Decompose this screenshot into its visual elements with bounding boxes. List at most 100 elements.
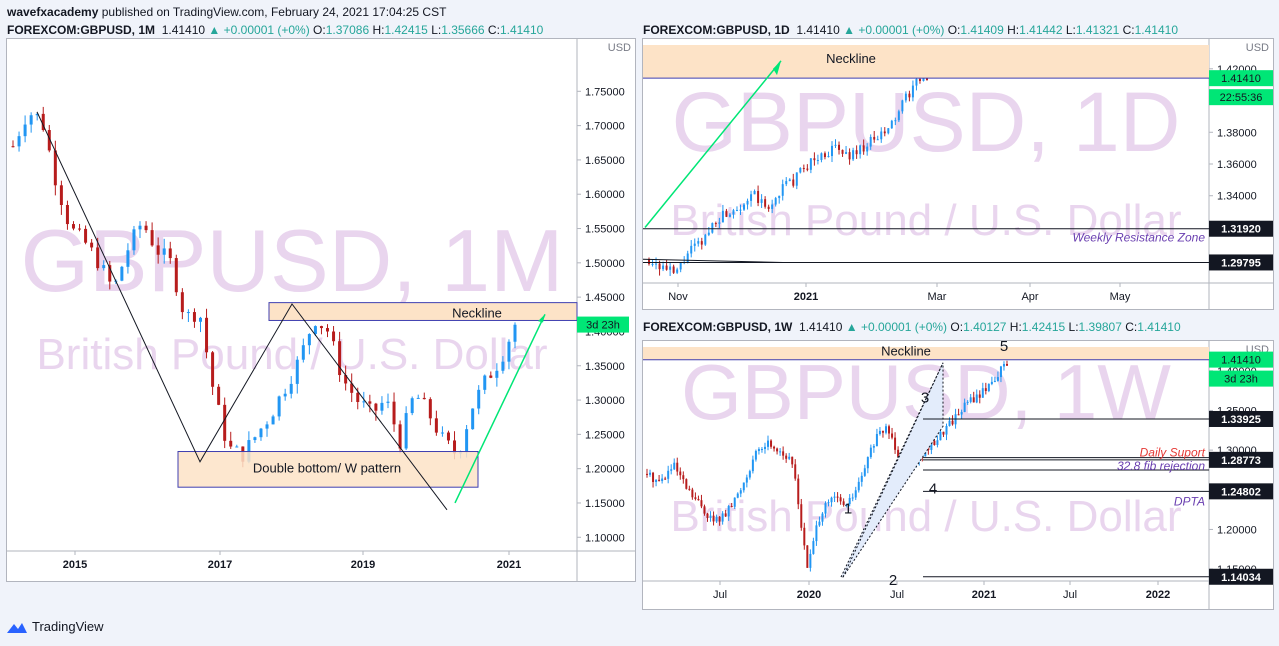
candle-body bbox=[908, 93, 911, 98]
candle-body bbox=[289, 383, 293, 394]
candle-body bbox=[966, 401, 969, 403]
candle-body bbox=[362, 401, 366, 403]
candle-body bbox=[247, 440, 251, 462]
candle-body bbox=[751, 459, 754, 472]
candle-body bbox=[792, 179, 795, 186]
candle-body bbox=[739, 490, 742, 494]
candle-body bbox=[930, 440, 933, 450]
candle-body bbox=[820, 153, 823, 160]
candle-body bbox=[59, 185, 63, 205]
candle-body bbox=[78, 228, 82, 230]
candle-body bbox=[283, 393, 287, 397]
candle-body bbox=[987, 383, 990, 391]
candle-body bbox=[685, 479, 688, 489]
candle-body bbox=[253, 437, 257, 441]
candle-body bbox=[876, 139, 879, 141]
candle-body bbox=[697, 241, 700, 244]
candle-body bbox=[17, 136, 21, 147]
level-tag: 1.24802 bbox=[1221, 486, 1261, 498]
level-tag-bg bbox=[1209, 410, 1273, 427]
price-tick-label: 1.36000 bbox=[1217, 159, 1257, 171]
candle-body bbox=[863, 468, 866, 476]
candle-body bbox=[694, 497, 697, 499]
candle-body bbox=[53, 150, 57, 186]
candle-body bbox=[830, 145, 833, 157]
candle-body bbox=[501, 361, 505, 371]
fib-label: 32.8 fib rejection bbox=[1117, 459, 1205, 473]
candle-body bbox=[824, 503, 827, 514]
watermark-name: British Pound / U.S. Dollar bbox=[670, 492, 1181, 541]
level-tag-bg bbox=[1209, 568, 1273, 585]
candle-body bbox=[836, 496, 839, 498]
candle-body bbox=[794, 464, 797, 479]
candle-body bbox=[477, 389, 481, 409]
candle-body bbox=[673, 462, 676, 470]
weekly-change: +0.00001 (+0%) bbox=[860, 320, 948, 334]
daily-chart-svg[interactable]: GBPUSD, 1D British Pound / U.S. Dollar USD… bbox=[643, 39, 1274, 310]
monthly-chart-panel[interactable]: GBPUSD, 1M British Pound / U.S. Dollar USD… bbox=[6, 38, 636, 582]
candle-body bbox=[198, 317, 202, 322]
candle-body bbox=[788, 456, 791, 459]
candle-body bbox=[897, 111, 900, 121]
watermark-name: British Pound / U.S. Dollar bbox=[36, 330, 547, 379]
candle-body bbox=[265, 424, 269, 429]
price-tick-label: 1.10000 bbox=[585, 532, 625, 544]
candle-body bbox=[11, 146, 15, 148]
candle-body bbox=[96, 247, 100, 269]
candle-body bbox=[827, 502, 830, 504]
level-tag-bg bbox=[1209, 451, 1273, 468]
candle-body bbox=[779, 451, 782, 453]
monthly-chart-svg[interactable]: GBPUSD, 1M British Pound / U.S. Dollar USD… bbox=[7, 39, 636, 582]
candle-body bbox=[888, 426, 891, 434]
daily-chart-panel[interactable]: GBPUSD, 1D British Pound / U.S. Dollar USD… bbox=[642, 38, 1274, 310]
candle-body bbox=[788, 179, 791, 182]
candle-body bbox=[838, 144, 841, 150]
arrow-head-icon bbox=[773, 60, 781, 76]
price-tag-bg bbox=[1209, 351, 1273, 368]
price-tick-label: 1.50000 bbox=[585, 258, 625, 270]
candle-body bbox=[374, 403, 378, 411]
candle-body bbox=[344, 375, 348, 384]
price-tick-label: 1.15000 bbox=[585, 498, 625, 510]
candle-body bbox=[446, 432, 450, 441]
daily-symbol: FOREXCOM:GBPUSD, 1D bbox=[643, 23, 790, 37]
candle-body bbox=[975, 394, 978, 403]
candle-body bbox=[830, 497, 833, 503]
candle-body bbox=[883, 131, 886, 134]
candle-body bbox=[739, 209, 742, 211]
time-tick-label: 2017 bbox=[208, 559, 232, 571]
candle-body bbox=[881, 430, 884, 433]
candle-body bbox=[963, 402, 966, 412]
candle-body bbox=[35, 113, 39, 116]
timer-tag: 3d 23h bbox=[1224, 374, 1258, 386]
candle-body bbox=[440, 432, 444, 434]
candle-body bbox=[295, 359, 299, 384]
candle-body bbox=[646, 473, 648, 475]
candle-body bbox=[661, 478, 664, 482]
candle-body bbox=[65, 204, 69, 225]
candle-body bbox=[693, 243, 696, 246]
candle-body bbox=[313, 326, 317, 335]
level-tag-bg bbox=[1209, 254, 1273, 271]
resistance-label: Weekly Resistance Zone bbox=[1072, 231, 1205, 245]
time-tick-label: 2015 bbox=[63, 559, 87, 571]
price-tick-label: 1.55000 bbox=[585, 224, 625, 236]
daily-open: 1.41409 bbox=[960, 23, 1004, 37]
candle-body bbox=[757, 190, 760, 203]
candle-body bbox=[676, 269, 679, 273]
candle-body bbox=[745, 477, 748, 483]
tradingview-logo[interactable]: TradingView bbox=[6, 619, 104, 634]
candle-body bbox=[410, 398, 414, 414]
weekly-chart-panel[interactable]: GBPUSD, 1W British Pound / U.S. Dollar USD… bbox=[642, 340, 1274, 610]
candle-body bbox=[652, 472, 655, 483]
wave-label: 3 bbox=[921, 390, 929, 407]
tradingview-brand: TradingView bbox=[32, 619, 104, 634]
candle-body bbox=[785, 455, 788, 459]
watermark-symbol: GBPUSD, 1D bbox=[672, 75, 1181, 169]
candle-body bbox=[307, 334, 311, 346]
candle-body bbox=[855, 150, 858, 155]
candle-body bbox=[866, 146, 869, 152]
candle-body bbox=[869, 447, 872, 458]
candle-body bbox=[235, 446, 239, 448]
